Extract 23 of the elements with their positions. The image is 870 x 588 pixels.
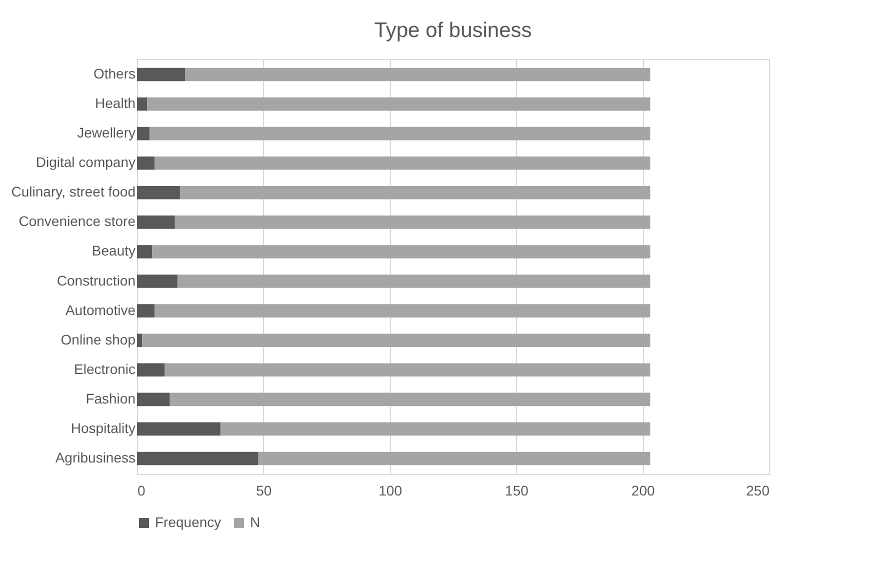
- y-tick-label: Culinary, street food: [11, 184, 136, 200]
- y-tick-label: Electronic: [74, 360, 136, 377]
- y-tick-label: Health: [95, 95, 136, 112]
- legend-label: N: [250, 514, 260, 530]
- y-tick-label: Construction: [56, 272, 136, 288]
- y-tick-label: Beauty: [92, 242, 136, 259]
- y-tick-label: Fashion: [86, 390, 136, 406]
- x-tick-label: 0: [138, 482, 146, 498]
- y-tick-label: Agribusiness: [55, 449, 136, 466]
- y-tick-label: Digital company: [36, 154, 136, 170]
- y-tick-label: Convenience store: [18, 213, 136, 230]
- x-tick-label: 150: [505, 482, 529, 498]
- y-tick-label: Hospitality: [70, 420, 136, 436]
- y-tick-label: Others: [93, 66, 136, 82]
- x-tick-label: 100: [378, 482, 402, 498]
- legend-label: Frequency: [155, 514, 222, 530]
- chart-title: Type of business: [374, 19, 532, 42]
- y-tick-label: Online shop: [60, 331, 136, 348]
- x-tick-label: 50: [256, 482, 272, 498]
- x-tick-label: 200: [631, 482, 655, 498]
- y-tick-label: Automotive: [65, 302, 136, 318]
- y-tick-label: Jewellery: [77, 124, 136, 141]
- x-tick-label: 250: [746, 482, 770, 498]
